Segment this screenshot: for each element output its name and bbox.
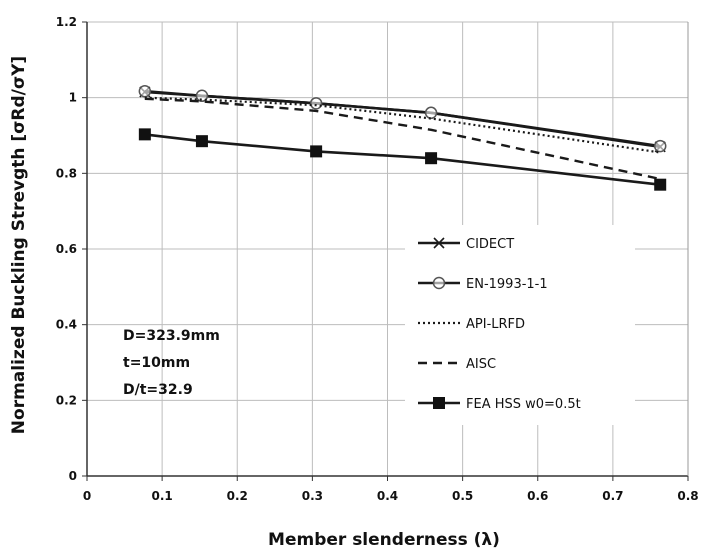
- square-marker: [310, 145, 323, 158]
- cross-marker: [433, 237, 445, 249]
- annotation-ratio: D/t=32.9: [123, 382, 193, 398]
- x-tick-label: 0.6: [527, 489, 548, 503]
- square-marker: [425, 152, 438, 165]
- legend-label: EN-1993-1-1: [466, 277, 548, 292]
- y-tick-label: 0.8: [56, 166, 77, 180]
- x-tick-label: 0.3: [302, 489, 323, 503]
- circle-marker: [309, 97, 323, 110]
- dimension-annotations: D=323.9mm t=10mm D/t=32.9: [123, 328, 220, 398]
- x-tick-label: 0.5: [452, 489, 473, 503]
- tick-labels: 0 0.1 0.2 0.3 0.4 0.5 0.6 0.7 0.8 0 0.2 0.4 0.6 0.8 1 1…: [56, 15, 699, 503]
- y-tick-label: 0.6: [56, 242, 77, 256]
- legend-item: FEA HSS w0=0.5t: [418, 397, 581, 412]
- annotation-thickness: t=10mm: [123, 355, 190, 371]
- legend-item: CIDECT: [418, 237, 514, 252]
- y-tick-label: 0: [69, 469, 77, 483]
- legend-item: AISC: [418, 357, 496, 372]
- circle-marker: [138, 84, 152, 98]
- series-lines: [138, 84, 667, 191]
- legend-item: EN-1993-1-1: [418, 276, 548, 292]
- series-4: [138, 128, 667, 191]
- square-marker: [654, 178, 667, 191]
- y-axis-title: Normalized Buckling Strevgth [σRd/σY]: [9, 56, 29, 434]
- series-line: [144, 97, 661, 181]
- x-tick-label: 0.4: [377, 489, 398, 503]
- square-marker: [195, 135, 208, 148]
- annotation-diameter: D=323.9mm: [123, 328, 220, 344]
- circle-marker: [195, 89, 209, 103]
- legend-label: AISC: [466, 357, 496, 372]
- circle-marker: [424, 106, 438, 120]
- y-tick-label: 1.2: [56, 15, 77, 29]
- series-2: [144, 96, 661, 154]
- circle-marker: [432, 276, 446, 290]
- legend-label: API-LRFD: [466, 317, 525, 332]
- x-tick-label: 0.1: [151, 489, 172, 503]
- x-tick-label: 0.7: [602, 489, 623, 503]
- y-tick-label: 1: [69, 91, 77, 105]
- square-marker: [138, 128, 151, 141]
- x-tick-label: 0: [83, 489, 91, 503]
- series-line: [144, 96, 661, 154]
- axes: [82, 21, 689, 481]
- x-tick-label: 0.8: [677, 489, 698, 503]
- y-tick-label: 0.2: [56, 393, 77, 407]
- legend-item: API-LRFD: [418, 317, 525, 332]
- legend-label: CIDECT: [466, 237, 514, 252]
- x-tick-label: 0.2: [227, 489, 248, 503]
- x-axis-title: Member slenderness (λ): [268, 530, 500, 550]
- square-marker: [433, 397, 445, 409]
- circle-marker: [653, 139, 667, 153]
- series-1: [138, 84, 667, 153]
- legend-label: FEA HSS w0=0.5t: [466, 397, 581, 412]
- y-tick-label: 0.4: [56, 318, 77, 332]
- legend: CIDECT EN-1993-1-1 API-LRFD AISC FEA HSS w0=…: [418, 237, 581, 412]
- series-3: [144, 97, 661, 181]
- legend-box: [405, 225, 635, 425]
